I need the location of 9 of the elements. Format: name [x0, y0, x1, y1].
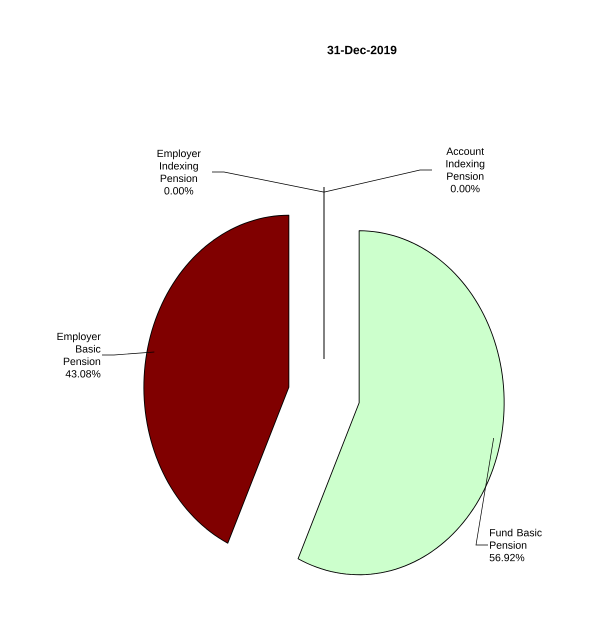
text: 0.00%: [164, 187, 194, 195]
data-label: 56.92%: [490, 554, 524, 562]
chart-title: 31-Dec-2019: [327, 46, 396, 54]
text: 0.00%: [450, 184, 480, 192]
category-label: Employer Indexing Pension: [158, 149, 201, 182]
category-label: Account Indexing Pension: [446, 148, 484, 180]
data-label: 43.08%: [66, 370, 100, 378]
slice-label: Fund Basic Pension: [490, 528, 542, 549]
slice-label: Employer Basic Pension: [57, 332, 101, 366]
